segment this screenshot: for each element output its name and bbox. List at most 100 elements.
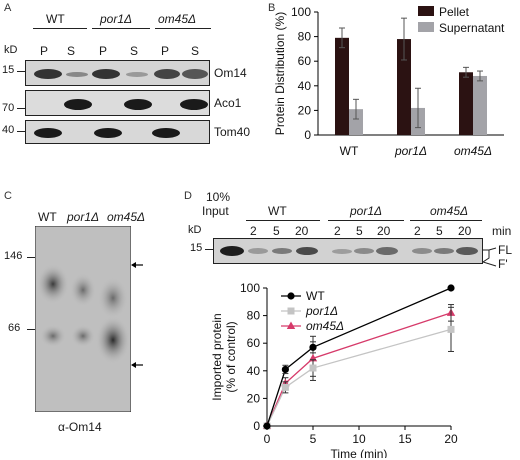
legend-marker — [286, 321, 296, 329]
x-tick-label: WT — [340, 144, 359, 158]
min-label: min — [492, 224, 512, 238]
x-tick-label: 0 — [264, 432, 271, 446]
strain-label-wt: WT — [46, 12, 65, 26]
strain-underline-wt — [33, 28, 87, 29]
series-line — [266, 312, 452, 427]
marker-66: 66 — [8, 322, 21, 334]
fraction-label: S — [130, 44, 139, 58]
y-tick-label: 60 — [298, 54, 312, 68]
time-label: 5 — [356, 224, 363, 238]
legend-label: por1Δ — [305, 304, 338, 318]
blot-native-gel — [35, 226, 131, 412]
time-label: 5 — [273, 224, 280, 238]
fraction-label: S — [67, 44, 76, 58]
data-point — [309, 364, 317, 372]
strain-label-om45: om45Δ — [430, 204, 469, 218]
protein-label-tom40: Tom40 — [214, 125, 251, 139]
marker-15: 15 — [2, 64, 15, 76]
legend-label: Supernatant — [439, 21, 505, 35]
x-tick-label: por1Δ — [394, 144, 427, 158]
x-tick-label: 20 — [444, 432, 458, 446]
data-point — [447, 284, 455, 292]
fraction-label: P — [40, 44, 49, 58]
antibody-label: α-Om14 — [58, 420, 102, 434]
blot-import — [213, 238, 483, 264]
panel-letter-b: B — [268, 2, 276, 14]
y-tick-label: 40 — [247, 364, 261, 378]
panel-letter-c: C — [4, 190, 12, 202]
strain-underline-por1 — [92, 28, 150, 29]
time-label: 5 — [436, 224, 443, 238]
marker-tick — [17, 71, 25, 72]
lane-label-por1: por1Δ — [67, 210, 100, 224]
marker-70: 70 — [2, 102, 15, 114]
y-tick-label: 100 — [240, 281, 260, 295]
strain-label-por1: por1Δ — [100, 12, 133, 26]
marker-tick — [17, 108, 25, 109]
time-label: 2 — [414, 224, 421, 238]
fraction-label: S — [191, 44, 200, 58]
legend-label: Pellet — [439, 5, 470, 19]
marker-tick — [27, 257, 35, 258]
y-tick-label: 60 — [247, 336, 261, 350]
legend-label: om45Δ — [306, 319, 344, 333]
series-line — [266, 287, 452, 427]
strain-underline — [410, 220, 482, 221]
data-point — [281, 365, 289, 374]
y-tick-label: 80 — [298, 30, 312, 44]
legend-marker — [287, 292, 295, 300]
legend-swatch — [418, 22, 434, 32]
y-tick-label: 0 — [253, 419, 260, 433]
marker-146: 146 — [4, 250, 23, 262]
blot-aco1 — [25, 90, 210, 116]
y-tick-label: 20 — [298, 103, 312, 117]
y-tick-label: 20 — [247, 391, 261, 405]
x-tick-label: 10 — [352, 432, 366, 446]
legend-label: WT — [306, 289, 325, 303]
y-tick-label: 80 — [247, 309, 261, 323]
time-label: 2 — [334, 224, 341, 238]
series-line — [266, 328, 452, 427]
y-tick-label: 100 — [291, 5, 311, 19]
x-tick-label: 5 — [310, 432, 317, 446]
bar-supernatant — [473, 75, 487, 135]
arrow-left-icon — [131, 362, 143, 368]
band-label-fl: FL — [498, 243, 513, 257]
strain-underline-om45 — [155, 28, 211, 29]
legend-swatch — [418, 6, 434, 16]
data-point — [309, 343, 317, 351]
strain-underline — [328, 220, 404, 221]
blot-tom40 — [25, 120, 210, 144]
x-tick-label: 15 — [398, 432, 412, 446]
panel-d-chart: 0 20 40 60 80 100 0 5 10 15 20 Time (min) Imported p… — [210, 281, 458, 458]
y-tick-label: 40 — [298, 79, 312, 93]
protein-label-om14: Om14 — [214, 66, 247, 80]
protein-label-aco1: Aco1 — [214, 96, 242, 110]
bar-pellet — [459, 72, 473, 135]
marker-40: 40 — [2, 124, 15, 136]
x-tick-label: om45Δ — [454, 144, 492, 158]
marker-tick — [17, 131, 25, 132]
band-label-fprime: F' — [498, 257, 508, 271]
blot-om14 — [25, 60, 210, 86]
data-point — [447, 325, 455, 333]
fraction-label: P — [99, 44, 108, 58]
lane-label-om45: om45Δ — [107, 210, 146, 224]
lane-label-wt: WT — [38, 210, 57, 224]
time-label: 2 — [250, 224, 257, 238]
arrow-icons — [131, 262, 143, 368]
strain-label-wt: WT — [268, 204, 287, 218]
data-point — [263, 422, 271, 430]
marker-tick — [27, 329, 35, 330]
y-axis-label-line1: Imported protein — [210, 313, 224, 400]
bar-pellet — [397, 39, 411, 136]
kd-label-a: kD — [4, 44, 18, 56]
bar-pellet — [335, 37, 349, 135]
band-bracket — [483, 247, 497, 267]
kd-label-d: kD — [188, 224, 202, 236]
time-label: 20 — [377, 224, 391, 238]
time-label: 20 — [295, 224, 309, 238]
marker-15: 15 — [190, 242, 203, 254]
bar-supernatant — [349, 109, 363, 135]
legend-marker — [287, 307, 295, 315]
